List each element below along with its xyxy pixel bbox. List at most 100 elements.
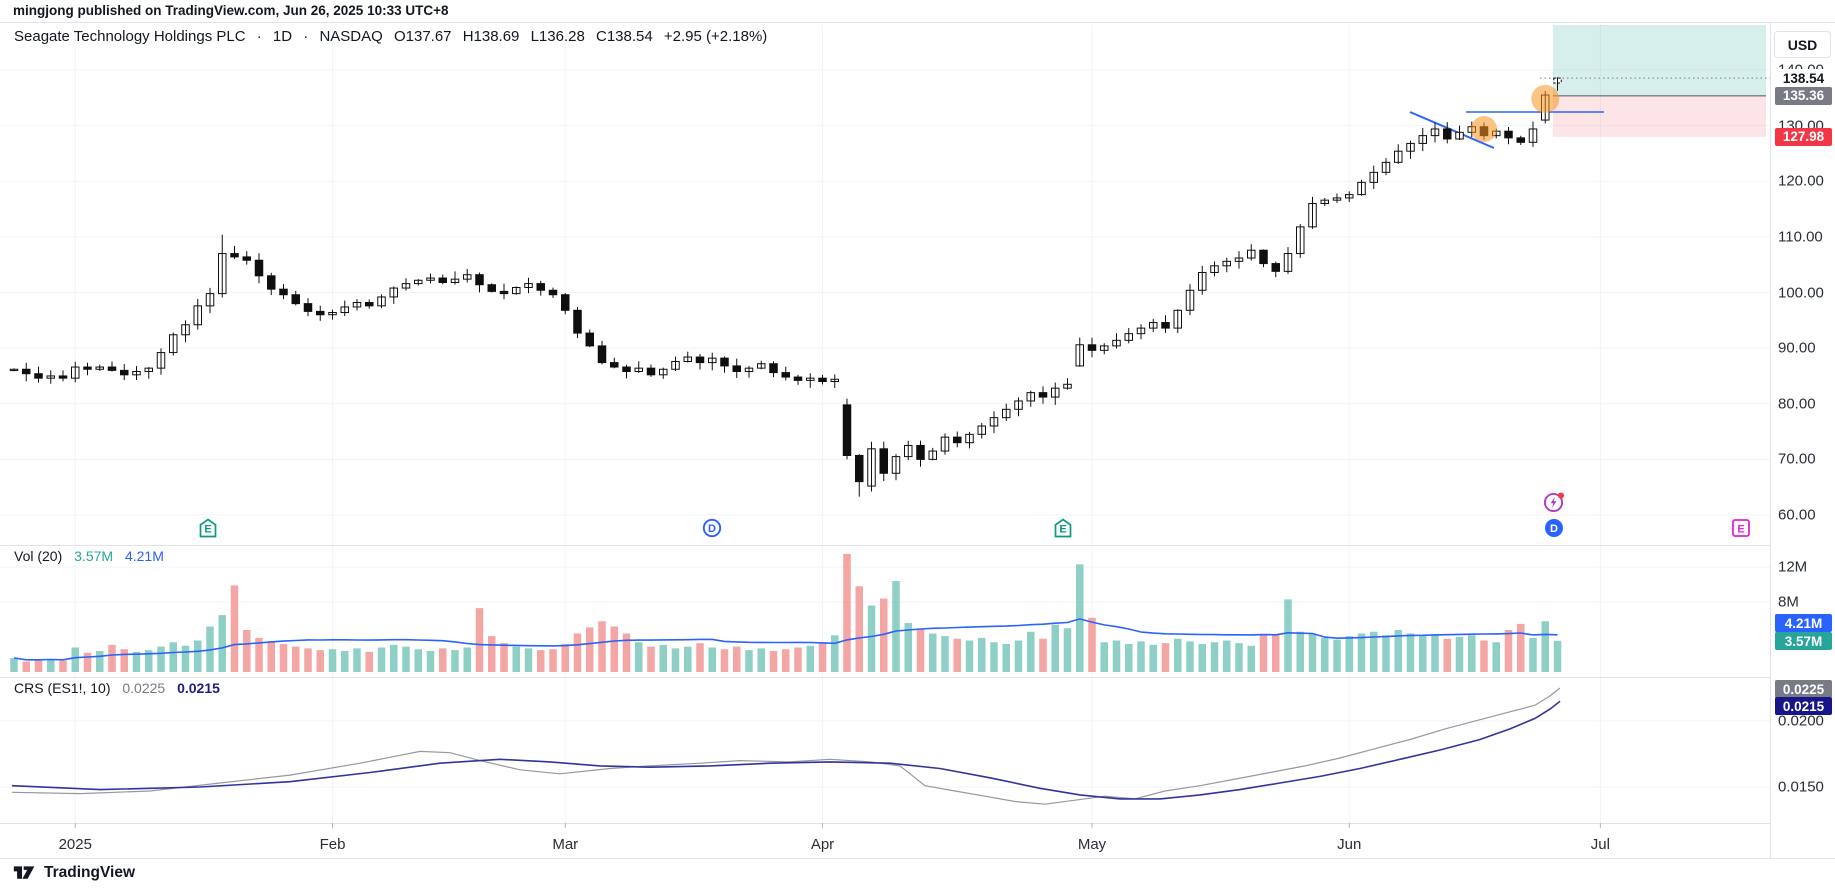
volume-bar xyxy=(132,651,141,672)
volume-bar xyxy=(83,652,92,672)
volume-bar xyxy=(1149,644,1157,672)
volume-bar xyxy=(1406,633,1415,672)
dividend-badge-icon[interactable]: D xyxy=(702,518,722,538)
entry-highlight-circle[interactable] xyxy=(1471,115,1497,142)
symbol-title[interactable]: Seagate Technology Holdings PLC xyxy=(14,28,246,45)
volume-bar xyxy=(1198,644,1206,672)
volume-bar xyxy=(720,649,729,672)
month-label: Jun xyxy=(1337,836,1362,853)
trendline xyxy=(1409,111,1495,149)
volume-bar xyxy=(806,645,814,672)
volume-value-badge: 3.57M xyxy=(1775,632,1832,650)
volume-bar xyxy=(1443,638,1451,672)
volume-bar xyxy=(573,633,582,672)
volume-bar xyxy=(353,648,361,672)
tradingview-footer[interactable]: TradingView xyxy=(13,863,135,883)
entry-highlight-circle[interactable] xyxy=(1531,84,1560,113)
volume-bar xyxy=(1100,642,1108,672)
month-label: 2025 xyxy=(58,836,92,853)
month-label: Mar xyxy=(552,836,579,853)
symbol-legend[interactable]: Seagate Technology Holdings PLC · 1D · N… xyxy=(14,28,774,45)
volume-bar xyxy=(1186,641,1194,672)
volume-bar xyxy=(647,646,655,672)
crs-ma-value: 0.0215 xyxy=(177,680,220,696)
volume-bar xyxy=(194,640,202,672)
volume-bar xyxy=(867,605,876,672)
currency-button[interactable]: USD xyxy=(1774,31,1831,58)
price-tick: 100.00 xyxy=(1778,284,1824,301)
volume-bar xyxy=(524,648,533,672)
volume-bar xyxy=(1235,643,1243,672)
volume-bar xyxy=(1431,634,1439,672)
volume-bar xyxy=(451,650,459,672)
volume-bar xyxy=(978,637,986,672)
earnings-badge-icon[interactable]: E xyxy=(198,518,217,538)
volume-bar xyxy=(1468,635,1476,672)
volume-bar xyxy=(598,621,606,672)
volume-series[interactable] xyxy=(10,553,1562,672)
published-attribution: mingjong published on TradingView.com, J… xyxy=(13,3,449,18)
volume-legend-title[interactable]: Vol (20) xyxy=(14,548,63,564)
svg-text:E: E xyxy=(1738,523,1745,535)
volume-bar xyxy=(1210,642,1219,672)
volume-bar xyxy=(1272,635,1280,672)
volume-bar xyxy=(512,646,520,672)
crs-legend-title[interactable]: CRS (ES1!, 10) xyxy=(14,680,111,696)
volume-bar xyxy=(1419,636,1427,672)
alert-flash-icon[interactable] xyxy=(1542,490,1566,514)
earnings-upcoming-badge-icon[interactable]: E xyxy=(1732,519,1751,538)
volume-bar xyxy=(1284,599,1292,672)
month-label: Apr xyxy=(810,836,835,853)
volume-bar xyxy=(843,553,851,672)
volume-bar xyxy=(377,647,386,672)
price-tick: 120.00 xyxy=(1778,172,1824,190)
volume-bar xyxy=(1529,637,1537,672)
volume-bar xyxy=(1357,633,1366,672)
ohlc-high: H138.69 xyxy=(462,28,520,45)
volume-bar xyxy=(218,615,226,672)
position-loss-zone[interactable] xyxy=(1553,95,1766,137)
volume-bar xyxy=(1002,644,1010,672)
svg-text:D: D xyxy=(708,523,716,535)
volume-bar xyxy=(745,650,753,672)
position-profit-zone[interactable] xyxy=(1553,25,1766,96)
price-tick: 60.00 xyxy=(1778,506,1816,524)
volume-bar xyxy=(561,644,569,672)
price-tick: 110.00 xyxy=(1778,228,1823,246)
change-label: +2.95 (+2.18%) xyxy=(663,28,768,45)
volume-bar xyxy=(500,643,508,672)
volume-bar xyxy=(96,651,104,672)
volume-bar xyxy=(1333,639,1341,672)
volume-bar xyxy=(1014,640,1023,672)
volume-bar xyxy=(47,658,55,672)
volume-bar xyxy=(230,585,239,672)
volume-bar xyxy=(145,650,153,672)
crs-tick: 0.0200 xyxy=(1778,712,1824,730)
volume-bar xyxy=(831,635,839,672)
volume-bar xyxy=(34,659,43,672)
volume-bar xyxy=(1259,635,1268,672)
candlestick-series[interactable] xyxy=(9,77,1562,487)
volume-legend[interactable]: Vol (20) 3.57M 4.21M xyxy=(14,548,164,564)
interval-label[interactable]: 1D xyxy=(272,28,293,45)
volume-bar xyxy=(965,640,974,672)
volume-bar xyxy=(635,642,643,672)
earnings-badge-icon[interactable]: E xyxy=(1053,518,1072,538)
volume-bar xyxy=(1137,641,1145,672)
dividend-upcoming-badge-icon[interactable]: D xyxy=(1544,518,1564,538)
crs-ma-badge: 0.0215 xyxy=(1775,697,1832,715)
volume-bar xyxy=(463,647,471,672)
price-axis[interactable]: USD 140.00130.00120.00110.00100.0090.008… xyxy=(1770,23,1835,858)
volume-bar xyxy=(1112,640,1121,672)
volume-bar xyxy=(169,642,177,672)
volume-bar xyxy=(794,647,802,672)
volume-bar xyxy=(1039,638,1047,672)
crs-legend[interactable]: CRS (ES1!, 10) 0.0225 0.0215 xyxy=(14,680,220,696)
volume-bar xyxy=(1517,623,1525,672)
volume-bar xyxy=(916,629,925,672)
ohlc-low: L136.28 xyxy=(530,28,585,45)
volume-bar xyxy=(108,644,116,672)
volume-bar xyxy=(892,581,900,672)
volume-bar xyxy=(757,648,765,672)
